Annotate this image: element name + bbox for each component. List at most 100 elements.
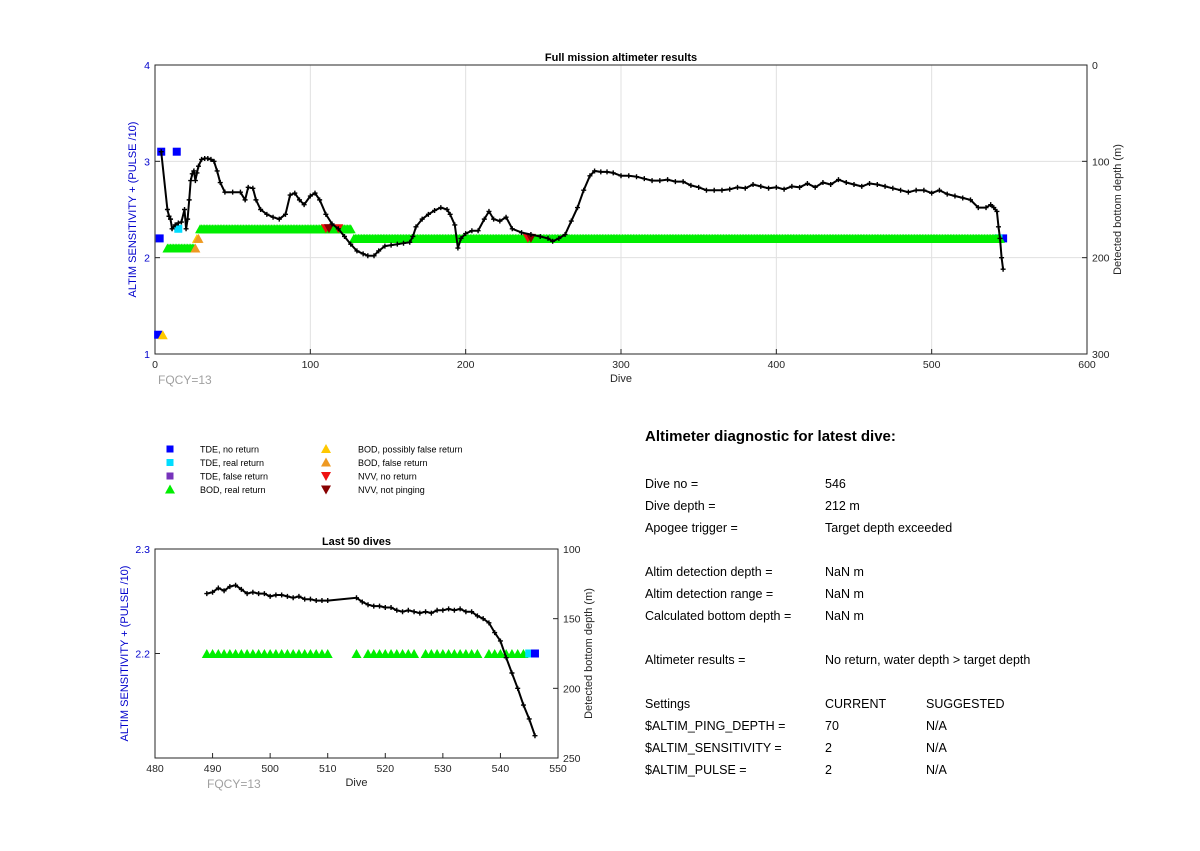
- depth-point-marker: [256, 591, 262, 597]
- depth-point-marker: [665, 177, 671, 183]
- depth-point-marker: [284, 593, 290, 599]
- depth-point-marker: [562, 232, 568, 238]
- x-axis-label: Dive: [610, 373, 632, 385]
- legend-label: TDE, no return: [200, 445, 259, 455]
- depth-point-marker: [988, 202, 994, 208]
- depth-point-marker: [388, 605, 394, 611]
- depth-point-marker: [407, 239, 413, 245]
- depth-point-marker: [843, 180, 849, 186]
- x-tick-label: 500: [923, 359, 941, 371]
- last-50-dives-chart: 480 490 500 510 520 530 540 550 2.2 2.3 100 150 200 2…: [119, 536, 595, 791]
- square-icon: [166, 459, 174, 466]
- depth-point-marker: [195, 163, 201, 169]
- diag-label: Dive depth =: [645, 499, 716, 513]
- bod-marker: [157, 330, 168, 340]
- depth-point-marker: [486, 620, 492, 626]
- depth-point-marker: [469, 228, 475, 234]
- diag-value: NaN m: [825, 609, 864, 623]
- x-tick-label: 490: [204, 763, 222, 775]
- x-tick-label: 200: [457, 359, 475, 371]
- depth-point-marker: [238, 586, 244, 592]
- depth-point-marker: [371, 603, 377, 609]
- diag-label: Calculated bottom depth =: [645, 609, 792, 623]
- depth-point-marker: [432, 207, 438, 213]
- tde-marker: [174, 224, 183, 233]
- full-mission-chart: 0 100 200 300 400 500 600 1 2 3 4 0 100 200 300 Full mi…: [127, 52, 1124, 387]
- depth-point-marker: [447, 211, 453, 217]
- depth-point-marker: [233, 582, 239, 588]
- depth-point-marker: [497, 638, 503, 644]
- depth-point-marker: [532, 733, 538, 739]
- depth-point-marker: [503, 655, 509, 661]
- depth-point-marker: [452, 222, 458, 228]
- depth-point-marker: [457, 606, 463, 612]
- tde-marker: [155, 234, 164, 243]
- setting-suggested: N/A: [926, 719, 947, 733]
- bod-marker: [351, 649, 362, 658]
- depth-point-marker: [273, 592, 279, 598]
- depth-point-marker: [604, 169, 610, 175]
- depth-point-marker: [175, 220, 181, 226]
- triangle-up-icon: [321, 457, 331, 467]
- diag-label: Apogee trigger =: [645, 521, 738, 535]
- setting-label: $ALTIM_PULSE =: [645, 763, 747, 777]
- depth-point-marker: [296, 197, 302, 203]
- depth-point-marker: [649, 178, 655, 184]
- depth-point-marker: [279, 592, 285, 598]
- depth-point-marker: [377, 603, 383, 609]
- x-tick-label: 510: [319, 763, 337, 775]
- depth-point-marker: [199, 156, 205, 162]
- settings-header-suggested: SUGGESTED: [926, 697, 1005, 711]
- fqcy-annotation: FQCY=13: [207, 777, 261, 791]
- depth-point-marker: [250, 589, 256, 595]
- depth-point-marker: [230, 189, 236, 195]
- depth-point-marker: [727, 186, 733, 192]
- depth-line: [206, 584, 536, 737]
- depth-point-marker: [491, 216, 497, 222]
- depth-point-marker: [270, 214, 276, 220]
- legend-item: TDE, no return: [166, 445, 259, 455]
- depth-point-marker: [292, 190, 298, 196]
- x-tick-label: 530: [434, 763, 452, 775]
- depth-point-marker: [509, 670, 515, 676]
- diag-label: Altim detection range =: [645, 587, 774, 601]
- y2-tick-label: 0: [1092, 60, 1098, 72]
- setting-current: 2: [825, 763, 832, 777]
- depth-point-marker: [486, 208, 492, 214]
- depth-point-marker: [575, 205, 581, 211]
- depth-point-marker: [296, 593, 302, 599]
- depth-point-marker: [438, 205, 444, 211]
- settings-header-row: Settings CURRENT SUGGESTED: [645, 693, 1185, 715]
- depth-point-marker: [183, 226, 189, 232]
- depth-point-marker: [758, 183, 764, 189]
- legend-item: NVV, not pinging: [321, 485, 425, 495]
- depth-point-marker: [515, 685, 521, 691]
- depth-point-marker: [401, 240, 407, 246]
- depth-point-marker: [360, 251, 366, 257]
- depth-point-marker: [290, 595, 296, 601]
- depth-point-marker: [474, 613, 480, 619]
- depth-point-marker: [365, 602, 371, 608]
- depth-point-marker: [217, 180, 223, 186]
- legend-label: BOD, false return: [358, 458, 428, 468]
- bod-marker: [409, 649, 420, 658]
- depth-point-marker: [419, 216, 425, 222]
- depth-point-marker: [194, 170, 200, 176]
- diag-value: Target depth exceeded: [825, 521, 953, 535]
- depth-point-marker: [568, 218, 574, 224]
- x-tick-label: 520: [377, 763, 395, 775]
- altimeter-diagnostic-panel: Altimeter diagnostic for latest dive: Di…: [645, 428, 1185, 781]
- diag-value: 212 m: [825, 499, 860, 513]
- tde-marker: [172, 147, 181, 156]
- depth-point-marker: [463, 609, 469, 615]
- depth-point-marker: [688, 182, 694, 188]
- square-icon: [166, 445, 174, 453]
- depth-point-marker: [440, 607, 446, 613]
- y2-tick-label: 250: [563, 753, 581, 765]
- depth-point-marker: [188, 178, 194, 184]
- depth-point-marker: [186, 197, 192, 203]
- depth-point-marker: [994, 208, 1000, 214]
- depth-point-marker: [312, 190, 318, 196]
- x-tick-label: 540: [492, 763, 510, 775]
- depth-point-marker: [703, 187, 709, 193]
